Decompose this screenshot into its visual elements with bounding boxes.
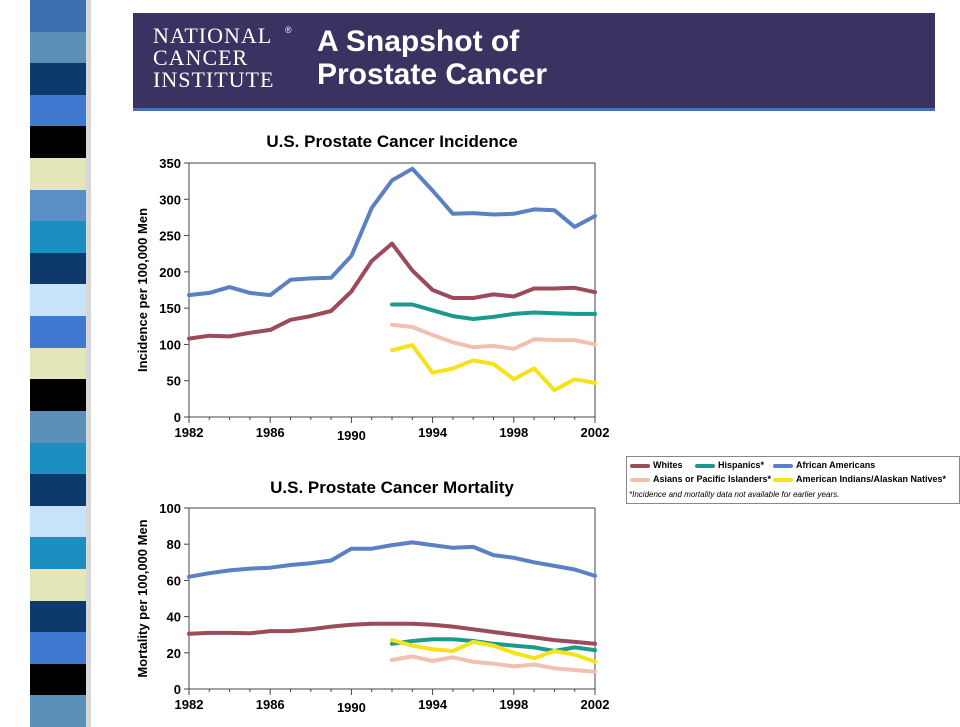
y-tick-label: 300 bbox=[159, 192, 181, 207]
stripe-block bbox=[30, 94, 86, 127]
chart-title: U.S. Prostate Cancer Incidence bbox=[266, 132, 517, 151]
legend-item-hispanics: Hispanics* bbox=[695, 460, 764, 471]
x-tick-label: 1986 bbox=[256, 697, 285, 712]
legend-item-african-americans: African Americans bbox=[773, 460, 875, 471]
legend-label-american-indians: American Indians/Alaskan Natives* bbox=[796, 474, 947, 484]
y-tick-label: 0 bbox=[174, 682, 181, 697]
stripe-block bbox=[30, 0, 86, 33]
x-tick-label: 1994 bbox=[418, 425, 448, 440]
logo-line-cancer: CANCER bbox=[153, 45, 249, 70]
legend-footnote: *Incidence and mortality data not availa… bbox=[629, 490, 840, 499]
y-axis-label: Incidence per 100,000 Men bbox=[135, 208, 150, 372]
legend-swatch-american-indians bbox=[773, 477, 793, 482]
x-tick-label: 1998 bbox=[499, 697, 528, 712]
stripe-block bbox=[30, 600, 86, 633]
legend-swatch-african-americans bbox=[773, 463, 793, 468]
y-tick-label: 250 bbox=[159, 229, 181, 244]
y-axis-label: Mortality per 100,000 Men bbox=[135, 519, 150, 677]
legend-label-whites: Whites bbox=[653, 460, 683, 470]
stripe-block bbox=[30, 284, 86, 317]
stripe-shadow bbox=[86, 0, 91, 727]
stripe-block bbox=[30, 632, 86, 665]
incidence-chart: U.S. Prostate Cancer Incidence Incidence … bbox=[135, 132, 610, 443]
series-line-american-indians-alaskan-natives bbox=[390, 343, 597, 393]
legend-item-asians: Asians or Pacific Islanders* bbox=[630, 474, 771, 485]
legend-label-hispanics: Hispanics* bbox=[718, 460, 765, 470]
y-tick-label: 100 bbox=[159, 337, 181, 352]
x-tick-label: 2002 bbox=[581, 425, 610, 440]
stripe-block bbox=[30, 505, 86, 538]
banner-title-line1: A Snapshot of bbox=[317, 25, 520, 58]
chart-title: U.S. Prostate Cancer Mortality bbox=[270, 478, 514, 497]
banner-underline bbox=[133, 108, 935, 111]
legend-item-american-indians: American Indians/Alaskan Natives* bbox=[773, 474, 946, 485]
y-tick-label: 60 bbox=[167, 573, 181, 588]
legend-swatch-whites bbox=[630, 463, 650, 468]
y-tick-label: 150 bbox=[159, 301, 181, 316]
stripe-block bbox=[30, 474, 86, 507]
chart-legend: Whites Hispanics* African Americans Asia… bbox=[626, 456, 960, 504]
banner-title-line2: Prostate Cancer bbox=[317, 58, 548, 91]
y-tick-label: 200 bbox=[159, 265, 181, 280]
x-tick-label: 1998 bbox=[499, 425, 528, 440]
stripe-block bbox=[30, 568, 86, 602]
logo-registered-mark: ® bbox=[285, 25, 292, 35]
y-tick-label: 0 bbox=[174, 410, 181, 425]
series-line-asians-or-pacific-islanders bbox=[390, 322, 597, 351]
stripe-block bbox=[30, 695, 86, 727]
stripe-block bbox=[30, 316, 86, 349]
stripe-block bbox=[30, 126, 86, 159]
x-tick-label: 1990 bbox=[337, 700, 366, 715]
series-line-whites bbox=[187, 621, 597, 646]
series-line-african-americans bbox=[187, 540, 597, 579]
legend-label-asians: Asians or Pacific Islanders* bbox=[653, 474, 772, 484]
y-tick-label: 350 bbox=[159, 156, 181, 171]
legend-swatch-hispanics bbox=[695, 463, 715, 468]
stripe-block bbox=[30, 347, 86, 380]
x-tick-label: 1982 bbox=[175, 697, 204, 712]
stripe-block bbox=[30, 663, 86, 696]
x-tick-label: 2002 bbox=[581, 697, 610, 712]
x-tick-label: 1994 bbox=[418, 697, 448, 712]
stripe-block bbox=[30, 221, 86, 254]
legend-item-whites: Whites bbox=[630, 460, 683, 471]
stripe-block bbox=[30, 189, 86, 222]
stripe-block bbox=[30, 379, 86, 412]
x-tick-label: 1986 bbox=[256, 425, 285, 440]
decorative-stripe bbox=[0, 0, 91, 727]
logo-line-national: NATIONAL bbox=[153, 23, 273, 48]
x-tick-label: 1982 bbox=[175, 425, 204, 440]
stripe-block bbox=[30, 537, 86, 570]
y-tick-label: 40 bbox=[167, 610, 181, 625]
stripe-block bbox=[30, 410, 86, 443]
y-tick-label: 50 bbox=[167, 374, 181, 389]
stripe-block bbox=[30, 442, 86, 475]
x-tick-label: 1990 bbox=[337, 428, 366, 443]
y-tick-label: 100 bbox=[159, 501, 181, 516]
series-line-whites bbox=[187, 241, 597, 341]
stripe-block bbox=[30, 158, 86, 191]
series-line-hispanics bbox=[390, 302, 597, 321]
stripe-block bbox=[30, 252, 86, 285]
legend-label-african-americans: African Americans bbox=[796, 460, 876, 470]
stripe-block bbox=[30, 31, 86, 64]
legend-swatch-asians bbox=[630, 477, 650, 482]
series-line-african-americans bbox=[187, 166, 597, 298]
series-line-american-indians-alaskan-natives bbox=[390, 638, 597, 664]
mortality-chart: U.S. Prostate Cancer Mortality Mortality … bbox=[135, 478, 610, 715]
stripe-block bbox=[30, 63, 86, 96]
y-tick-label: 80 bbox=[167, 537, 181, 552]
series-line-asians-or-pacific-islanders bbox=[390, 654, 597, 674]
logo-line-institute: INSTITUTE bbox=[153, 67, 275, 92]
header-banner: NATIONAL CANCER INSTITUTE ® A Snapshot o… bbox=[133, 13, 935, 108]
y-tick-label: 20 bbox=[167, 646, 181, 661]
